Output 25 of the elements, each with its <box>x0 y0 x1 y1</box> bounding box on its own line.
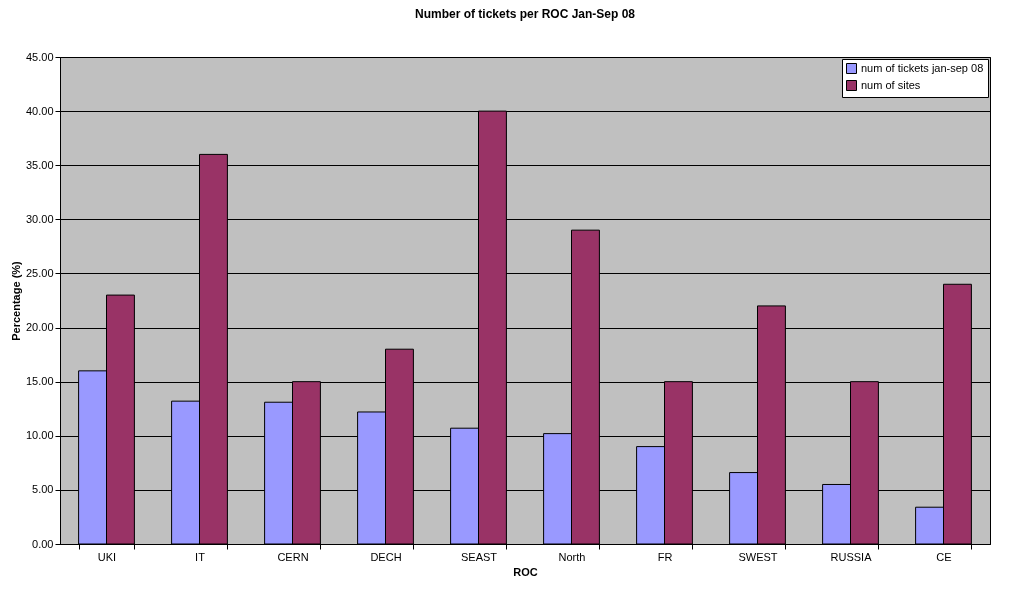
x-tick-label: FR <box>657 550 673 563</box>
x-tick-label: CE <box>936 550 952 563</box>
y-tick-label: 40.00 <box>25 104 54 117</box>
y-tick-label: 5.00 <box>32 483 54 496</box>
x-axis-title: ROC <box>513 565 538 578</box>
y-tick-label: 30.00 <box>25 212 54 225</box>
x-tick-label: CERN <box>277 550 309 563</box>
x-tick-label: SWEST <box>738 550 778 563</box>
y-tick-label: 10.00 <box>25 429 54 442</box>
y-tick-label: 25.00 <box>25 266 54 279</box>
y-tick-label: 20.00 <box>25 321 54 334</box>
x-tick-label: North <box>558 550 586 563</box>
x-tick-label: DECH <box>370 550 402 563</box>
chart-title: Number of tickets per ROC Jan-Sep 08 <box>414 7 636 21</box>
x-tick-label: UKI <box>97 550 117 563</box>
y-tick-label: 35.00 <box>25 158 54 171</box>
y-axis-title: Percentage (%) <box>9 260 22 341</box>
y-tick-label: 45.00 <box>25 50 54 63</box>
x-tick-label: RUSSIA <box>830 550 873 563</box>
y-tick-label: 0.00 <box>32 537 54 550</box>
x-tick-label: SEAST <box>460 550 498 563</box>
legend-label: num of tickets jan-sep 08 <box>861 61 984 74</box>
x-tick-label: IT <box>195 550 206 563</box>
y-tick-label: 15.00 <box>25 375 54 388</box>
legend-label: num of sites <box>861 78 921 91</box>
